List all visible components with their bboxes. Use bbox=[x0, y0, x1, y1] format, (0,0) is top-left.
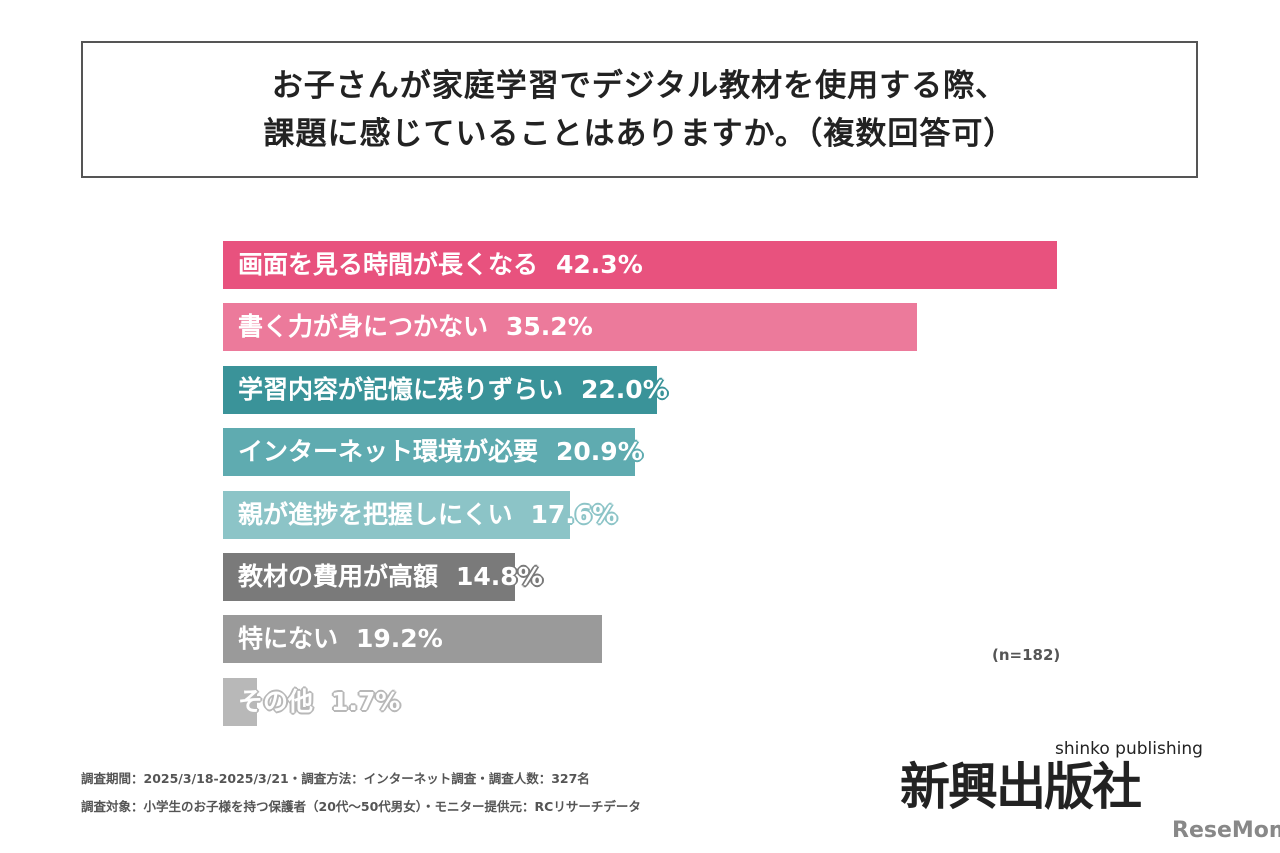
category-label: 書く力が身につかない bbox=[238, 312, 489, 341]
bar-label: その他 1.7% bbox=[238, 678, 400, 726]
survey-target: 調査対象：小学生のお子様を持つ保護者（20代～50代男女）・モニター提供元：RC… bbox=[81, 799, 641, 814]
logo-english: shinko publishing bbox=[1055, 739, 1203, 759]
bar-label: 学習内容が記憶に残りずらい 22.0% bbox=[238, 366, 668, 414]
category-label: 画面を見る時間が長くなる bbox=[238, 250, 539, 279]
bar-4 bbox=[223, 428, 636, 476]
sample-size-note: (n=182) bbox=[992, 646, 1061, 664]
category-label: 教材の費用が高額 bbox=[238, 562, 439, 591]
value-label: 1.7% bbox=[331, 687, 401, 716]
value-label: 35.2% bbox=[506, 312, 593, 341]
category-label: インターネット環境が必要 bbox=[238, 437, 539, 466]
bar-1 bbox=[223, 241, 1057, 289]
survey-period: 調査期間：2025/3/18-2025/3/21・調査方法：インターネット調査・… bbox=[81, 771, 590, 786]
bar-2 bbox=[223, 303, 917, 351]
bar-5 bbox=[223, 491, 570, 539]
bar-8 bbox=[223, 678, 257, 726]
title-line-2: 課題に感じていることはありますか。（複数回答可） bbox=[263, 115, 1016, 152]
bar-7 bbox=[223, 615, 602, 663]
category-label: 特にない bbox=[238, 624, 339, 653]
publisher-logo: shinko publishing 新興出版社 bbox=[900, 739, 1203, 816]
value-label: 19.2% bbox=[356, 624, 443, 653]
bar-label: 特にない 19.2% bbox=[238, 615, 443, 663]
value-label: 17.6% bbox=[530, 500, 618, 529]
bar-6 bbox=[223, 553, 515, 601]
value-label: 42.3% bbox=[556, 250, 643, 279]
category-label: 親が進捗を把握しにくい bbox=[238, 500, 513, 529]
logo-kanji: 新興出版社 bbox=[900, 758, 1142, 816]
value-label: 22.0% bbox=[581, 375, 668, 404]
title-line-1: お子さんが家庭学習でデジタル教材を使用する際、 bbox=[271, 67, 1008, 104]
value-label: 20.9% bbox=[556, 437, 643, 466]
bar-label: 画面を見る時間が長くなる 42.3% bbox=[238, 241, 643, 289]
bar-label: 教材の費用が高額 14.8% bbox=[238, 553, 543, 601]
category-label: 学習内容が記憶に残りずらい bbox=[238, 375, 564, 404]
chart-title: お子さんが家庭学習でデジタル教材を使用する際、 課題に感じていることはありますか… bbox=[81, 41, 1198, 178]
resemom-watermark: ReseMom bbox=[1172, 818, 1280, 843]
bar-label: インターネット環境が必要 20.9% bbox=[238, 428, 643, 476]
bar-3 bbox=[223, 366, 657, 414]
bar-label: 親が進捗を把握しにくい 17.6% bbox=[238, 491, 617, 539]
category-label: その他 bbox=[238, 687, 314, 716]
value-label: 14.8% bbox=[456, 562, 543, 591]
bar-label: 書く力が身につかない 35.2% bbox=[238, 303, 593, 351]
